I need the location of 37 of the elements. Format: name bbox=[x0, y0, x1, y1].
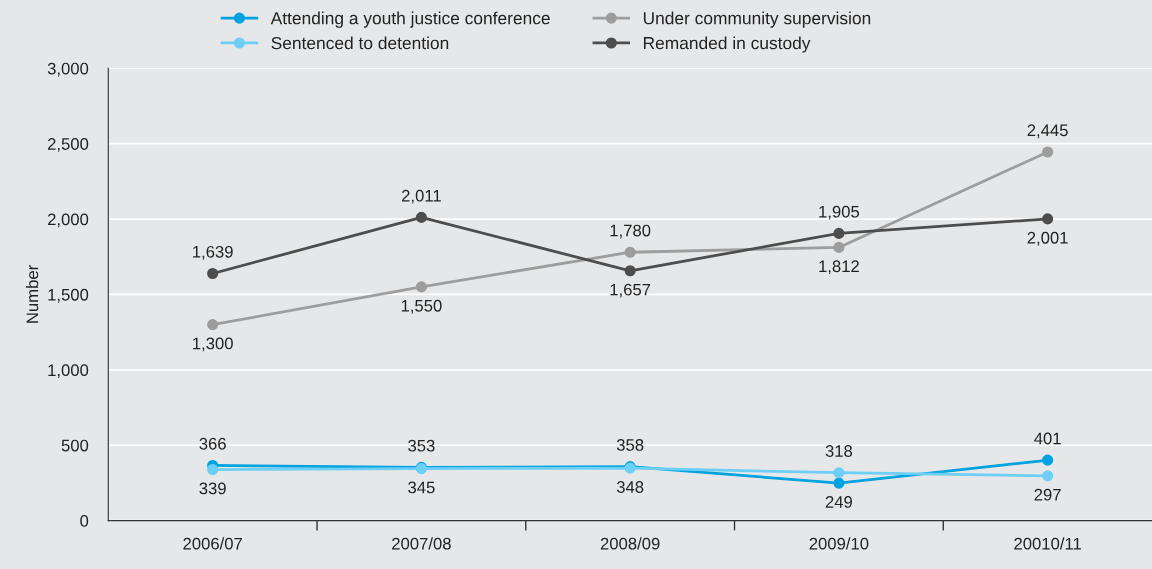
data-label: 358 bbox=[616, 439, 644, 451]
y-tick-label: 500 bbox=[61, 439, 89, 452]
data-label: 1,639 bbox=[193, 245, 233, 260]
data-label: 2,445 bbox=[1027, 124, 1068, 139]
y-tick-label: 1,500 bbox=[48, 288, 89, 303]
data-label: 353 bbox=[408, 439, 435, 452]
data-label: 339 bbox=[199, 482, 226, 495]
legend-label: Under community supervision bbox=[643, 11, 871, 28]
data-label: 297 bbox=[1034, 488, 1061, 501]
data-label: 318 bbox=[825, 445, 853, 457]
data-label: 2,001 bbox=[1027, 231, 1068, 246]
data-label: 366 bbox=[199, 437, 226, 450]
y-tick-label: 3,000 bbox=[47, 62, 89, 77]
y-tick-label: 1,000 bbox=[48, 364, 89, 379]
y-tick-label: 0 bbox=[80, 515, 89, 527]
data-label: 1,300 bbox=[193, 337, 233, 352]
legend-label: Attending a youth justice conference bbox=[270, 11, 550, 28]
x-tick-label: 2008/09 bbox=[600, 537, 660, 550]
data-label: 249 bbox=[825, 496, 852, 508]
data-label: 1,657 bbox=[610, 283, 651, 298]
x-tick-label: 2007/08 bbox=[392, 537, 451, 550]
y-tick-label: 2,000 bbox=[47, 213, 89, 228]
data-label: 345 bbox=[408, 481, 435, 494]
data-label: 1,812 bbox=[819, 260, 859, 275]
legend-label: Sentenced to detention bbox=[271, 36, 449, 50]
legend-label: Remanded in custody bbox=[643, 36, 811, 53]
y-tick-label: 2,500 bbox=[47, 138, 89, 152]
x-tick-label: 20010/11 bbox=[1014, 537, 1081, 550]
x-tick-label: 2009/10 bbox=[809, 537, 869, 550]
y-axis-title: Number bbox=[26, 265, 39, 323]
data-label: 2,011 bbox=[402, 189, 441, 204]
data-label: 348 bbox=[616, 481, 644, 493]
data-label: 1,550 bbox=[401, 299, 442, 314]
data-label: 401 bbox=[1034, 432, 1061, 445]
x-tick-label: 2006/07 bbox=[183, 537, 242, 550]
data-label: 1,780 bbox=[610, 224, 651, 239]
data-label: 1,905 bbox=[819, 205, 860, 220]
